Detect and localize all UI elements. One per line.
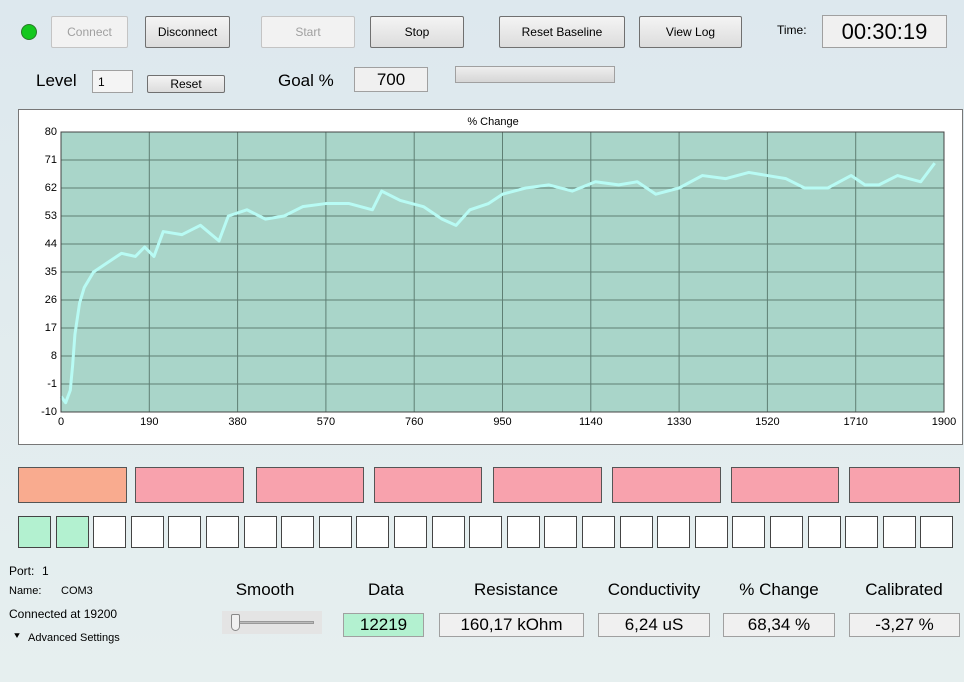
indicator-block: [18, 467, 127, 503]
smooth-slider[interactable]: [222, 611, 322, 634]
indicator-square: [845, 516, 879, 548]
y-tick-label: 35: [45, 266, 57, 278]
indicator-block: [849, 467, 960, 503]
y-tick-label: 8: [51, 350, 57, 362]
goal-label: Goal %: [278, 71, 334, 90]
chart: % Change -10 -1 8 17 26 35 44 53 62 71 80 0 190 380 57…: [18, 109, 963, 445]
indicator-square: [732, 516, 766, 548]
indicator-square: [394, 516, 427, 548]
x-tick-label: 570: [317, 416, 335, 428]
expand-icon[interactable]: ⯆: [13, 631, 21, 642]
indicator-square: [18, 516, 51, 548]
status-led: [21, 24, 37, 40]
connect-button[interactable]: Connect: [51, 16, 128, 48]
indicator-square: [318, 516, 352, 548]
name-label: Name:: [9, 585, 42, 597]
x-tick-label: 0: [58, 416, 64, 428]
readout-label: Data: [368, 580, 404, 599]
level-reset-button[interactable]: Reset: [147, 75, 225, 93]
x-tick-label: 380: [228, 416, 246, 428]
indicator-square: [469, 516, 503, 548]
indicator-square: [694, 516, 728, 548]
readout-value: -3,27 %: [849, 613, 960, 637]
y-tick-label: -1: [47, 378, 57, 390]
indicator-block: [256, 467, 364, 503]
x-tick-label: 1330: [667, 416, 691, 428]
indicator-square: [55, 516, 89, 548]
indicator-square: [882, 516, 916, 548]
y-tick-label: 71: [45, 154, 57, 166]
y-tick-label: 80: [45, 126, 57, 138]
y-tick-label: 17: [45, 322, 57, 334]
reset-baseline-button[interactable]: Reset Baseline: [499, 16, 625, 48]
plot-border: [60, 131, 945, 413]
readout-label: Conductivity: [607, 580, 701, 599]
view-log-button[interactable]: View Log: [639, 16, 742, 48]
indicator-square: [920, 516, 954, 548]
chart-title: % Change: [467, 116, 518, 128]
goal-input[interactable]: 700: [354, 67, 428, 92]
readout-label: Calibrated: [865, 580, 943, 599]
indicator-block: [493, 467, 602, 503]
stop-button[interactable]: Stop: [370, 16, 464, 48]
start-button[interactable]: Start: [261, 16, 355, 48]
indicator-square: [168, 516, 202, 548]
indicator-square: [431, 516, 465, 548]
indicator-block: [374, 467, 482, 503]
indicator-block: [731, 467, 839, 503]
readout-value: 68,34 %: [723, 613, 835, 637]
y-tick-label: 53: [45, 210, 57, 222]
time-label: Time:: [777, 23, 807, 37]
indicator-square: [243, 516, 277, 548]
data-line: [59, 162, 936, 405]
indicator-block: [135, 467, 244, 503]
indicator-square: [544, 516, 578, 548]
indicator-square: [657, 516, 691, 548]
disconnect-button[interactable]: Disconnect: [145, 16, 230, 48]
time-display: 00:30:19: [822, 15, 947, 48]
name-value: COM3: [61, 585, 93, 597]
indicator-square: [770, 516, 803, 548]
indicator-square: [619, 516, 653, 548]
level-input[interactable]: 1: [92, 70, 133, 93]
readout-value: 12219: [343, 613, 424, 637]
readout-label: Resistance: [473, 580, 559, 599]
port-label: Port:: [9, 564, 35, 578]
x-tick-label: 190: [140, 416, 158, 428]
x-tick-label: 1140: [579, 416, 603, 428]
indicator-square: [130, 516, 164, 548]
indicator-square: [506, 516, 540, 548]
indicator-square: [281, 516, 315, 548]
readout-value: 160,17 kOhm: [439, 613, 584, 637]
smooth-label: Smooth: [235, 580, 295, 599]
indicator-square: [93, 516, 127, 548]
x-tick-label: 950: [493, 416, 511, 428]
level-label: Level: [36, 71, 77, 90]
port-value: 1: [42, 564, 49, 578]
indicator-square: [206, 516, 239, 548]
x-tick-label: 1520: [755, 416, 779, 428]
readout-value: 6,24 uS: [598, 613, 710, 637]
connection-status: Connected at 19200: [9, 607, 118, 621]
advanced-settings-link[interactable]: Advanced Settings: [28, 632, 120, 644]
indicator-square: [582, 516, 615, 548]
x-tick-label: 1710: [843, 416, 867, 428]
y-tick-label: -10: [41, 406, 57, 418]
readout-label: % Change: [739, 580, 819, 599]
x-tick-label: 760: [405, 416, 423, 428]
x-tick-label: 1900: [932, 416, 956, 428]
indicator-square: [807, 516, 841, 548]
indicator-square: [356, 516, 390, 548]
y-tick-label: 44: [45, 238, 57, 250]
y-tick-label: 26: [45, 294, 57, 306]
progress-bar: [455, 66, 615, 83]
indicator-block: [612, 467, 721, 503]
y-tick-label: 62: [45, 182, 57, 194]
